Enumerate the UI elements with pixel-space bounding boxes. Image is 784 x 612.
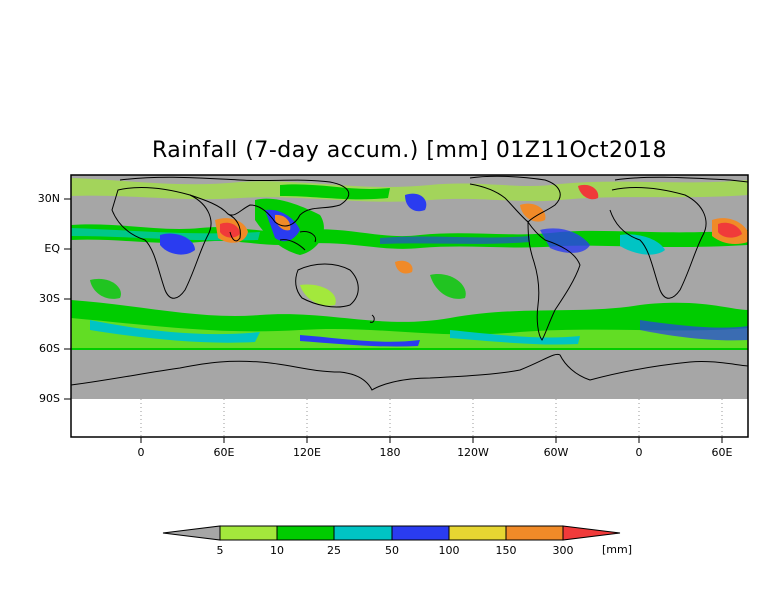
colorbar-label: 25 bbox=[327, 544, 341, 557]
y-tick-label: 30N bbox=[37, 192, 60, 205]
x-tick-label: 60W bbox=[543, 446, 569, 459]
map-frame bbox=[70, 174, 749, 438]
y-ticks bbox=[64, 198, 71, 400]
colorbar-bin bbox=[391, 525, 450, 541]
x-tick-label: 60E bbox=[711, 446, 733, 459]
colorbar bbox=[162, 525, 621, 541]
colorbar-label: 100 bbox=[438, 544, 460, 557]
x-ticks bbox=[140, 437, 723, 443]
colorbar-label: 50 bbox=[385, 544, 399, 557]
colorbar-bin bbox=[505, 525, 564, 541]
colorbar-label: 5 bbox=[216, 544, 224, 557]
x-tick-label: 0 bbox=[137, 446, 145, 459]
x-tick-label: 120W bbox=[457, 446, 489, 459]
x-tick-label: 120E bbox=[293, 446, 321, 459]
colorbar-bin bbox=[448, 525, 507, 541]
colorbar-low-triangle bbox=[162, 525, 221, 541]
rainfall-field bbox=[71, 178, 748, 399]
y-tick-label: EQ bbox=[44, 242, 60, 255]
colorbar-label: 300 bbox=[552, 544, 574, 557]
y-tick-label: 60S bbox=[39, 342, 60, 355]
coastlines bbox=[71, 175, 748, 391]
colorbar-bin bbox=[276, 525, 335, 541]
x-tick-label: 60E bbox=[213, 446, 235, 459]
colorbar-bin bbox=[333, 525, 393, 541]
x-tick-label: 180 bbox=[379, 446, 401, 459]
x-tick-label: 0 bbox=[635, 446, 643, 459]
y-tick-label: 30S bbox=[39, 292, 60, 305]
colorbar-bin bbox=[219, 525, 278, 541]
map-title: Rainfall (7-day accum.) [mm] 01Z11Oct201… bbox=[152, 138, 667, 163]
colorbar-high-triangle bbox=[562, 525, 621, 541]
y-tick-label: 90S bbox=[39, 392, 60, 405]
colorbar-label: 150 bbox=[495, 544, 517, 557]
colorbar-label: 10 bbox=[270, 544, 284, 557]
colorbar-unit: [mm] bbox=[602, 543, 633, 556]
